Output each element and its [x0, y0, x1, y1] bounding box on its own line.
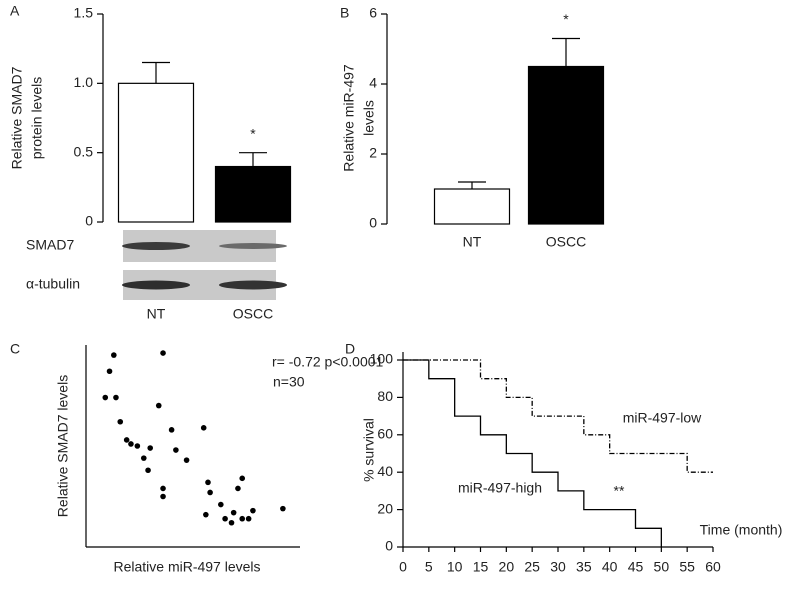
point — [239, 515, 246, 522]
blot-label: α-tubulin — [26, 276, 80, 292]
y-tick-label: 6 — [369, 5, 377, 21]
y-axis-label: % survival — [361, 418, 377, 482]
point — [173, 447, 179, 453]
point — [102, 394, 109, 401]
y-tick-label: 60 — [377, 426, 393, 442]
bar — [527, 65, 605, 225]
panel-letter: C — [10, 341, 20, 357]
significance-mark: * — [250, 125, 256, 141]
y-axis-label: Relative SMAD7 — [9, 66, 25, 169]
y-tick-label: 100 — [370, 351, 394, 367]
x-tick-label: 50 — [654, 559, 670, 575]
blot-band — [219, 280, 287, 290]
point — [183, 457, 190, 463]
x-tick-label: 5 — [425, 559, 433, 575]
point — [228, 519, 235, 526]
point — [245, 515, 252, 522]
y-tick-label: 20 — [377, 500, 393, 516]
point — [203, 511, 209, 518]
x-tick-label: 15 — [473, 559, 489, 575]
point — [140, 455, 147, 461]
x-tick-label: 55 — [679, 559, 695, 575]
y-axis-label: levels — [361, 100, 377, 136]
point — [111, 352, 117, 358]
y-axis-label: Relative miR-497 — [341, 64, 357, 172]
x-tick-label: 25 — [524, 559, 540, 575]
annotation: n=30 — [273, 374, 305, 390]
y-tick-label: 1.5 — [74, 5, 94, 21]
x-tick-label: 45 — [628, 559, 644, 575]
y-tick-label: 0 — [385, 538, 393, 554]
point — [160, 493, 166, 500]
point — [147, 445, 153, 451]
significance-mark: * — [563, 11, 569, 27]
x-tick-label: OSCC — [233, 306, 273, 322]
point — [235, 485, 241, 492]
annotation: r= -0.72 p<0.0001 — [272, 354, 384, 370]
x-tick-label: OSCC — [546, 234, 586, 250]
blot-band — [122, 280, 190, 290]
point — [155, 402, 162, 409]
x-tick-label: 10 — [447, 559, 463, 575]
y-tick-label: 4 — [369, 75, 377, 91]
y-tick-label: 0.5 — [74, 143, 94, 159]
series-label: miR-497-high — [458, 480, 542, 496]
blot-band — [219, 243, 287, 249]
bar — [433, 188, 511, 225]
point — [218, 501, 224, 508]
point — [250, 507, 256, 514]
x-tick-label: 20 — [499, 559, 515, 575]
panel-letter: B — [340, 5, 349, 21]
survival-line — [403, 359, 713, 473]
x-tick-label: 0 — [399, 559, 407, 575]
blot-label: SMAD7 — [26, 237, 74, 253]
blot-band — [122, 242, 190, 250]
point — [106, 368, 113, 375]
point — [113, 394, 119, 401]
x-tick-label: 30 — [550, 559, 566, 575]
x-axis-label: Time (month) — [700, 522, 783, 538]
y-axis-label: Relative SMAD7 levels — [55, 375, 71, 517]
point — [123, 437, 130, 443]
y-tick-label: 80 — [377, 388, 393, 404]
x-tick-label: 60 — [705, 559, 721, 575]
point — [117, 418, 124, 425]
y-axis-label: protein levels — [29, 77, 45, 160]
y-tick-label: 1.0 — [74, 74, 94, 90]
point — [168, 427, 175, 433]
point — [230, 509, 237, 516]
point — [145, 467, 151, 474]
bar — [214, 165, 292, 223]
point — [160, 350, 166, 356]
y-tick-label: 0 — [369, 215, 377, 231]
series-label: miR-497-low — [623, 410, 702, 426]
point — [280, 505, 286, 512]
y-tick-label: 2 — [369, 145, 377, 161]
x-tick-label: 40 — [602, 559, 618, 575]
point — [160, 485, 166, 492]
y-tick-label: 0 — [85, 213, 93, 229]
significance-mark: ** — [614, 483, 625, 499]
point — [205, 479, 211, 486]
point — [239, 475, 246, 482]
x-tick-label: NT — [463, 234, 482, 250]
point — [134, 443, 141, 449]
point — [200, 425, 207, 431]
survival-line — [403, 359, 662, 547]
y-tick-label: 40 — [377, 463, 393, 479]
point — [207, 489, 213, 496]
x-tick-label: NT — [147, 306, 166, 322]
x-axis-label: Relative miR-497 levels — [113, 559, 260, 575]
panel-letter: A — [10, 3, 20, 19]
bar — [117, 82, 195, 223]
point — [128, 441, 134, 447]
x-tick-label: 35 — [576, 559, 592, 575]
panel-letter: D — [345, 341, 355, 357]
point — [222, 515, 228, 522]
